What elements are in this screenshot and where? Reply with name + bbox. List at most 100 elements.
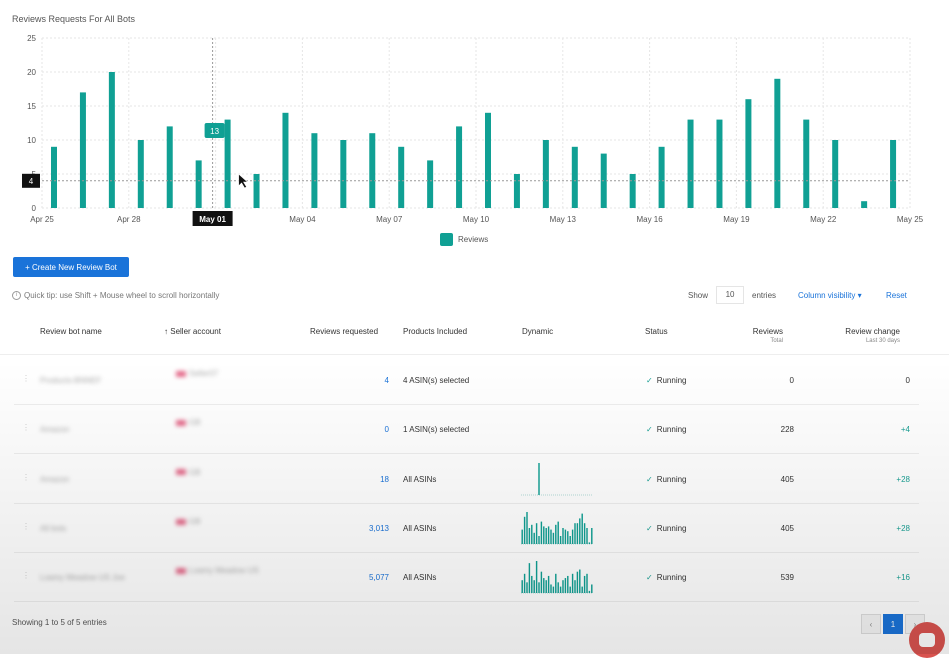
sparkline-bar	[552, 586, 555, 594]
quick-tip: i Quick tip: use Shift + Mouse wheel to …	[12, 291, 219, 300]
table-row[interactable]: ⋮ All bots GB 3,013 All ASINs ✓ Running 4…	[14, 503, 919, 553]
status-text: Running	[656, 573, 687, 583]
review-change: 0	[905, 376, 910, 385]
header-reviews-sub: Total	[770, 338, 783, 344]
chart-bar	[629, 174, 636, 208]
header-review-change[interactable]: Review change Last 30 days	[840, 327, 900, 344]
table-row[interactable]: ⋮ Amazon GB 18 All ASINs ✓ Running 405 +2…	[14, 454, 919, 504]
sparkline-bar	[576, 523, 579, 544]
chart-bar	[340, 140, 347, 208]
sparkline-bar	[588, 591, 591, 594]
bot-name[interactable]: Products-BNNEF	[40, 376, 102, 385]
entries-control: Show 10 entries	[688, 286, 776, 304]
header-status[interactable]: Status	[645, 327, 668, 336]
chart-bar	[803, 119, 810, 208]
reviews-requested-link[interactable]: 0	[384, 425, 389, 435]
column-visibility-button[interactable]: Column visibility ▾	[798, 291, 862, 300]
header-change-label: Review change	[845, 327, 900, 336]
chart-bar	[51, 146, 57, 208]
crosshair-x-label: May 01	[199, 215, 226, 224]
chart-bar	[79, 92, 86, 208]
mouse-cursor-icon	[238, 173, 249, 189]
chart-bar	[137, 140, 144, 208]
sparkline-bar	[574, 580, 576, 594]
bot-name[interactable]: Amazon	[40, 474, 70, 484]
check-icon: ✓	[646, 573, 653, 583]
bot-name[interactable]: All bots	[40, 523, 67, 533]
sparkline-bar	[579, 518, 581, 544]
reviews-requested-link[interactable]: 3,013	[368, 523, 389, 533]
flag-icon	[176, 370, 186, 377]
header-products-included[interactable]: Products Included	[403, 327, 468, 336]
reset-button[interactable]: Reset	[886, 291, 907, 300]
reviews-requested-link[interactable]: 5,077	[368, 573, 389, 583]
drag-handle-icon[interactable]: ⋮	[22, 521, 30, 531]
sparkline-bar	[538, 462, 540, 495]
check-icon: ✓	[646, 425, 653, 435]
reviews-requested-link[interactable]: 18	[380, 474, 389, 484]
x-tick-label: Apr 25	[30, 215, 54, 224]
prev-page-button[interactable]: ‹	[861, 614, 881, 634]
drag-handle-icon[interactable]: ⋮	[22, 571, 30, 581]
entries-select[interactable]: 10	[716, 286, 745, 304]
sparkline-bar	[555, 573, 557, 594]
table-row[interactable]: ⋮ Loamy Meadow US Joe Loamy Meadow US 5,…	[14, 552, 919, 603]
create-review-bot-button[interactable]: + Create New Review Bot	[13, 257, 129, 277]
header-seller-label: Seller account	[170, 327, 221, 336]
sparkline-bar	[569, 535, 571, 544]
chart-bar	[890, 140, 897, 208]
chat-widget-button[interactable]	[909, 622, 945, 658]
sparkline-bar	[526, 511, 528, 544]
table-row[interactable]: ⋮ Products-BNNEF Seller07 4 4 ASIN(s) se…	[14, 355, 919, 405]
seller-account: Seller07	[176, 369, 218, 378]
sparkline-bar	[547, 526, 550, 544]
bot-name[interactable]: Amazon	[40, 425, 70, 435]
chart-bar	[658, 146, 665, 208]
legend-label: Reviews	[458, 235, 489, 244]
products-included: All ASINs	[403, 573, 437, 583]
sparkline-bar	[571, 573, 574, 594]
sparkline-bar	[543, 578, 545, 594]
drag-handle-icon[interactable]: ⋮	[22, 423, 30, 433]
status: ✓ Running	[646, 524, 687, 533]
chart-bar	[311, 133, 318, 208]
table-row[interactable]: ⋮ Amazon GB 0 1 ASIN(s) selected ✓ Runnin…	[14, 404, 919, 455]
drag-handle-icon[interactable]: ⋮	[22, 472, 30, 482]
dynamic-sparkline	[521, 462, 593, 496]
chart-bar	[166, 126, 173, 208]
chart-legend[interactable]: Reviews	[440, 233, 488, 246]
header-bot-name[interactable]: Review bot name	[40, 327, 102, 336]
sparkline-bar	[550, 584, 552, 594]
seller-account-name: Loamy Meadow US	[189, 566, 259, 576]
reviews-requested-link[interactable]: 4	[384, 376, 389, 385]
flag-icon	[176, 518, 186, 525]
header-seller-account[interactable]: ↑ Seller account	[164, 327, 221, 336]
header-reviews-requested[interactable]: Reviews requested	[310, 327, 379, 336]
sort-arrow-icon: ↑	[164, 327, 171, 336]
reviews-total: 0	[789, 376, 794, 385]
seller-account: GB	[176, 418, 201, 427]
sparkline-bar	[533, 580, 535, 594]
show-label: Show	[688, 290, 709, 300]
tooltip-value: 13	[210, 127, 219, 136]
sparkline-bar	[557, 521, 559, 544]
chart-bar	[832, 140, 839, 208]
sparkline-bar	[526, 582, 528, 594]
chat-icon	[919, 633, 935, 647]
header-reviews[interactable]: Reviews Total	[752, 327, 783, 344]
chart-bar	[398, 146, 405, 208]
seller-account-name: GB	[189, 467, 201, 477]
legend-swatch	[440, 233, 453, 246]
entries-label: entries	[752, 290, 777, 300]
crosshair-y-label: 4	[29, 177, 34, 186]
sparkline-bar	[583, 523, 586, 544]
header-dynamic[interactable]: Dynamic	[522, 327, 554, 336]
review-change: +4	[900, 425, 910, 435]
bot-name[interactable]: Loamy Meadow US Joe	[40, 573, 125, 583]
chart-bar	[485, 112, 491, 208]
check-icon: ✓	[646, 474, 653, 484]
page-1-button[interactable]: 1	[883, 614, 903, 634]
sparkline-bar	[538, 535, 540, 544]
drag-handle-icon[interactable]: ⋮	[22, 374, 30, 383]
